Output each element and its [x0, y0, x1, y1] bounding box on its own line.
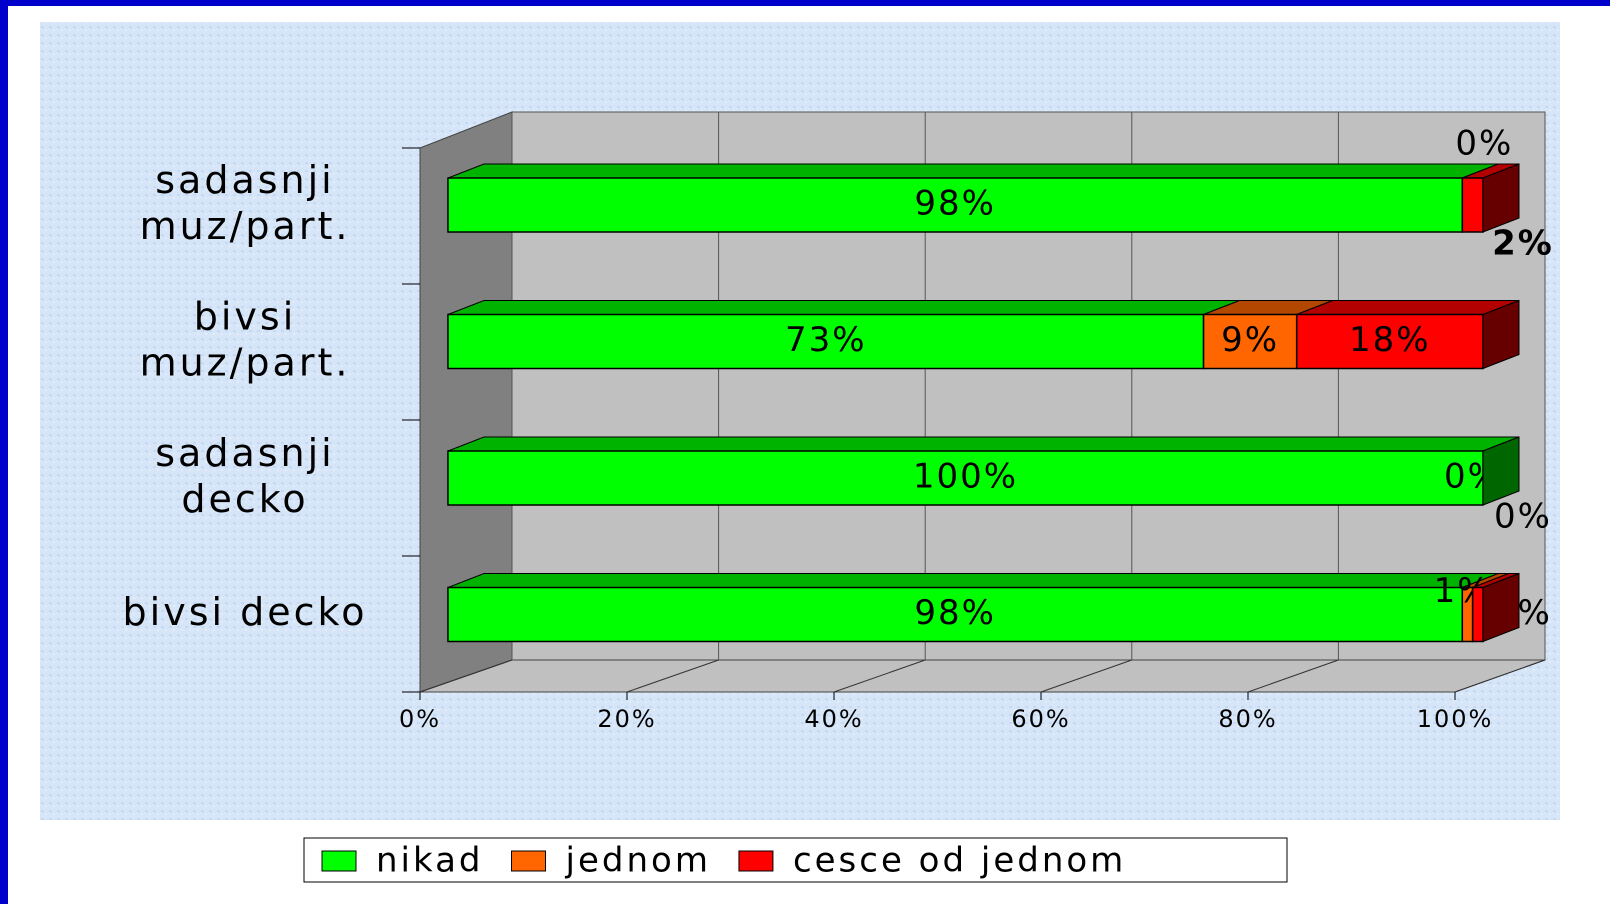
x-tick-label: 0%: [399, 705, 441, 733]
legend-swatch: [511, 850, 547, 872]
legend-swatch: [321, 850, 357, 872]
legend-swatch: [738, 850, 774, 872]
x-tick-label: 40%: [804, 705, 863, 733]
bar-top: [447, 436, 1520, 452]
data-label: 0%: [1494, 497, 1552, 537]
data-label: 0%: [1455, 124, 1513, 164]
bar-top: [1296, 300, 1520, 315]
bar-top: [447, 163, 1499, 179]
bar: [1471, 586, 1484, 643]
data-label: 18%: [1349, 320, 1431, 360]
data-label: 98%: [914, 593, 996, 633]
bar-end: [1482, 436, 1520, 506]
category-label: bivsi decko: [123, 590, 368, 634]
x-tick-label: 20%: [597, 705, 656, 733]
x-tick-label: 80%: [1218, 705, 1277, 733]
grid-line: [626, 659, 719, 693]
category-label: bivsi muz/part.: [140, 294, 351, 384]
grid-line: [419, 659, 513, 693]
x-tick-label: 100%: [1417, 705, 1494, 733]
bar: [447, 450, 1484, 506]
left-border: [0, 0, 8, 904]
bar-top: [447, 300, 1240, 315]
grid-line: [1454, 659, 1546, 693]
category-label: sadasnji decko: [155, 431, 335, 521]
bar-top: [447, 573, 1499, 588]
category-label: sadasnji muz/part.: [140, 158, 351, 248]
data-label: 73%: [785, 320, 867, 360]
legend-label: jednom: [565, 841, 711, 881]
grid-line: [1040, 659, 1132, 693]
data-label: 2%: [1492, 224, 1554, 264]
data-label: 9%: [1221, 320, 1279, 360]
bar: [447, 586, 1464, 643]
bar: [1461, 177, 1484, 233]
data-label: 100%: [913, 457, 1018, 497]
bar: [447, 313, 1205, 370]
grid-line: [833, 659, 926, 693]
bar-end: [1482, 572, 1520, 643]
bar-end: [1482, 299, 1520, 370]
bar-end: [1482, 163, 1520, 233]
floor: [419, 659, 1546, 693]
bar: [447, 177, 1464, 233]
grid-line: [1247, 659, 1339, 693]
legend-label: cesce od jednom: [793, 841, 1126, 881]
legend: [303, 837, 1288, 883]
x-tick-label: 60%: [1011, 705, 1070, 733]
legend-label: nikad: [376, 841, 484, 881]
data-label: 98%: [914, 184, 996, 224]
top-border: [0, 0, 1610, 6]
